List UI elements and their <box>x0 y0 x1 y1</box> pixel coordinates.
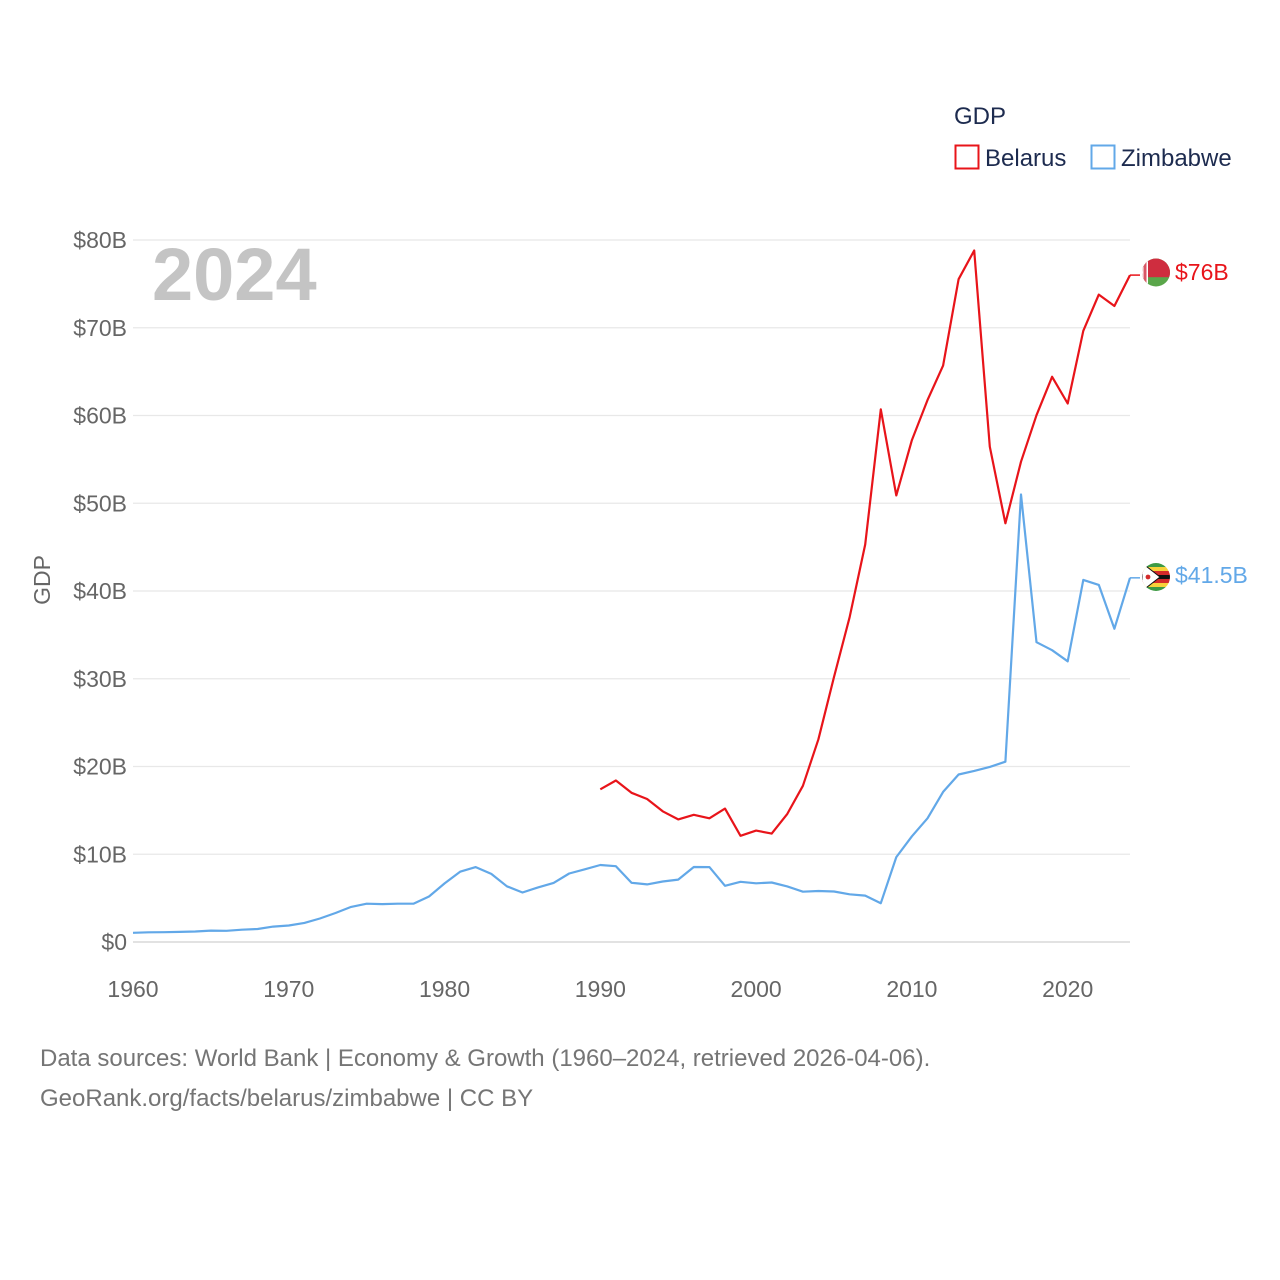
x-tick-label: 1990 <box>575 976 626 1002</box>
legend-label-belarus: Belarus <box>985 145 1066 172</box>
y-tick-label: $50B <box>73 490 127 516</box>
y-tick-label: $60B <box>73 403 127 429</box>
belarus-end-value: $76B <box>1175 259 1229 285</box>
x-tick-label: 2020 <box>1042 976 1093 1002</box>
zimbabwe-flag-icon <box>1142 563 1170 591</box>
legend-item-zimbabwe[interactable]: Zimbabwe <box>1092 145 1232 172</box>
y-tick-label: $70B <box>73 315 127 341</box>
x-tick-label: 2000 <box>731 976 782 1002</box>
zimbabwe-end-value: $41.5B <box>1175 562 1248 588</box>
footer-attribution: GeoRank.org/facts/belarus/zimbabwe | CC … <box>40 1085 533 1113</box>
current-year-label: 2024 <box>152 233 317 316</box>
series-line-zimbabwe[interactable] <box>133 495 1130 933</box>
y-tick-label: $0 <box>101 929 127 955</box>
belarus-flag-icon <box>1142 259 1170 287</box>
y-tick-label: $30B <box>73 666 127 692</box>
x-tick-label: 2010 <box>886 976 937 1002</box>
y-tick-label: $20B <box>73 754 127 780</box>
series-line-belarus[interactable] <box>600 251 1130 836</box>
legend-item-belarus[interactable]: Belarus <box>956 145 1067 172</box>
y-tick-label: $10B <box>73 841 127 867</box>
y-tick-label: $40B <box>73 578 127 604</box>
legend-label-zimbabwe: Zimbabwe <box>1121 145 1232 172</box>
x-tick-label: 1960 <box>107 976 158 1002</box>
x-tick-label: 1980 <box>419 976 470 1002</box>
y-axis-title: GDP <box>29 555 55 605</box>
legend: GDP Belarus Zimbabwe <box>954 103 1232 172</box>
footer-sources: Data sources: World Bank | Economy & Gro… <box>40 1045 930 1073</box>
y-tick-label: $80B <box>73 227 127 253</box>
x-tick-label: 1970 <box>263 976 314 1002</box>
legend-swatch-zimbabwe <box>1092 146 1115 169</box>
legend-swatch-belarus <box>956 146 979 169</box>
legend-title: GDP <box>954 103 1006 130</box>
